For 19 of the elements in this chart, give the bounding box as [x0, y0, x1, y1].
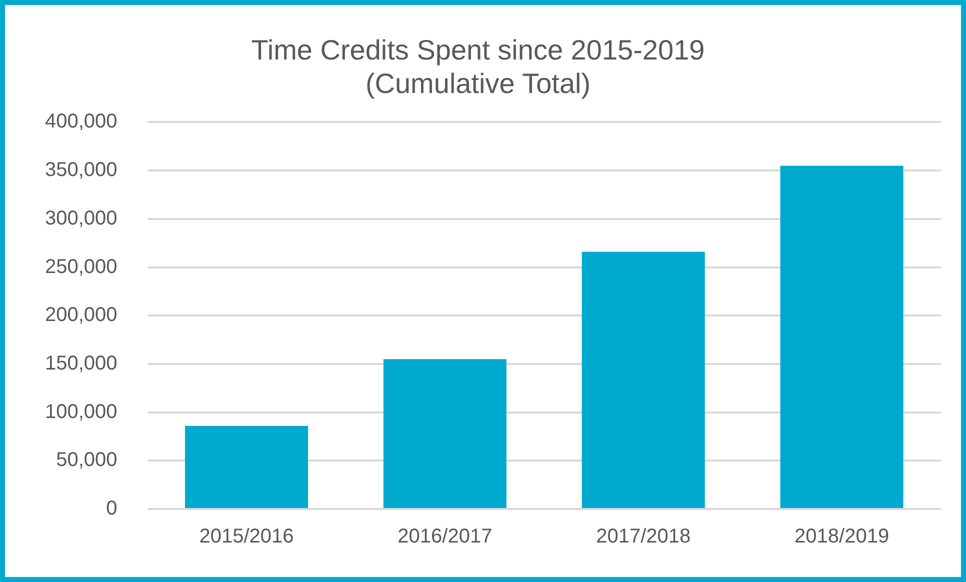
y-tick-label: 50,000: [56, 449, 118, 472]
y-tick-label: 0: [106, 498, 118, 520]
x-tick-label: 2018/2019: [794, 526, 890, 548]
bar: [780, 166, 904, 508]
bar: [383, 359, 506, 508]
y-tick-label: 250,000: [45, 256, 118, 278]
y-tick-label: 100,000: [45, 400, 118, 423]
y-tick-label: 400,000: [45, 110, 118, 133]
bar: [582, 252, 705, 508]
y-tick-label: 150,000: [45, 352, 118, 374]
x-tick-label: 2016/2017: [398, 526, 492, 548]
text: Time Credits Spent since 2015-2019: [251, 34, 705, 66]
x-tick-label: 2015/2016: [199, 526, 294, 548]
x-tick-label: 2017/2018: [596, 526, 691, 548]
text: (Cumulative Total): [365, 68, 591, 100]
y-tick-label: 200,000: [45, 304, 118, 326]
y-tick-label: 300,000: [45, 207, 118, 230]
y-tick-label: 350,000: [45, 159, 118, 182]
bar: [184, 426, 308, 508]
